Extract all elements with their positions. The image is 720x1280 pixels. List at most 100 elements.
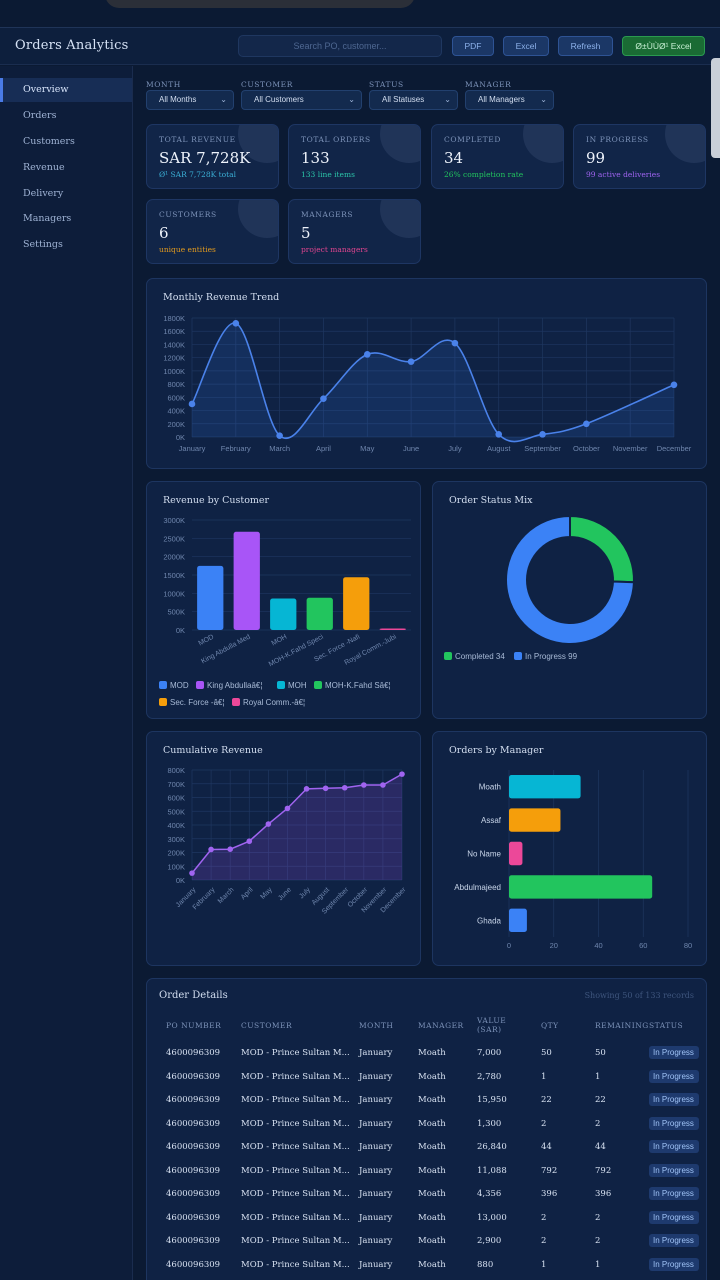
y-tick-label: Abdulmajeed (454, 883, 501, 892)
x-tick-label: July (448, 444, 462, 453)
table-cell: 396 (541, 1189, 558, 1199)
sidebar-item-overview[interactable]: Overview (0, 78, 132, 102)
table-row[interactable]: 4600096309 MOD - Prince Sultan M... Januar… (147, 1160, 707, 1184)
x-tick-label: May (259, 886, 274, 901)
kpi-managers: MANAGERS 5 project managers (288, 199, 421, 264)
table-cell: 4600096309 (166, 1071, 221, 1082)
manager-select-value: All Managers (478, 95, 525, 104)
legend-item: MOD (159, 681, 189, 690)
column-header[interactable]: PO NUMBER (166, 1021, 222, 1030)
table-row[interactable]: 4600096309 MOD - Prince Sultan M... Januar… (147, 1230, 707, 1254)
table-cell: 2 (595, 1118, 601, 1129)
sidebar-item-orders[interactable]: Orders (23, 110, 57, 121)
status-select[interactable]: All Statuses ⌄ (369, 90, 458, 110)
x-tick-label: MOD (197, 634, 215, 648)
kpi-label: IN PROGRESS (586, 135, 649, 144)
y-tick-label: 600K (167, 794, 185, 803)
legend-item: MOH-K.Fahd Sâ€¦ (314, 681, 391, 690)
y-tick-label: 0K (176, 876, 185, 885)
monthly-revenue-chart: 0K 200K 400K 600K 800K 1000K 1200K 1400K 1600K 18… (163, 314, 691, 453)
table-cell: 1 (541, 1259, 547, 1270)
x-tick-label: 20 (550, 941, 558, 950)
x-tick-label: 80 (684, 941, 692, 950)
order-details-card: Order Details Showing 50 of 133 records … (146, 978, 707, 1280)
table-cell: January (359, 1212, 393, 1223)
x-tick-label: July (298, 886, 312, 900)
column-header[interactable]: QTY (541, 1021, 559, 1030)
bar (197, 565, 224, 630)
y-tick-label: 800K (167, 380, 185, 389)
table-cell: Moath (418, 1118, 446, 1129)
column-header[interactable]: CUSTOMER (241, 1021, 293, 1030)
bar (509, 908, 527, 932)
month-select[interactable]: All Months ⌄ (146, 90, 234, 110)
table-cell: 4600096309 (166, 1189, 221, 1199)
pdf-button[interactable]: PDF (452, 36, 494, 56)
status-badge: In Progress (649, 1257, 699, 1271)
order-status-chart (505, 514, 635, 645)
y-tick-label: 1000K (163, 367, 185, 376)
column-header[interactable]: STATUS (649, 1021, 684, 1030)
excel-button[interactable]: Excel (503, 36, 549, 56)
sidebar-item-settings[interactable]: Settings (23, 239, 63, 250)
table-row[interactable]: 4600096309 MOD - Prince Sultan M... Januar… (147, 1136, 707, 1160)
order-status-card: Order Status Mix Completed 34 In Progres… (432, 481, 707, 719)
customer-select[interactable]: All Customers ⌄ (241, 90, 362, 110)
table-cell: Moath (418, 1165, 446, 1176)
y-tick-label: 1500K (163, 571, 185, 580)
table-cell: 2 (595, 1212, 601, 1223)
x-tick-label: 40 (594, 941, 602, 950)
status-badge: In Progress (649, 1210, 699, 1224)
kpi-total-revenue: TOTAL REVENUE SAR 7,728K Ø¹ SAR 7,728K t… (146, 124, 279, 189)
series-line (191, 773, 403, 874)
manager-select[interactable]: All Managers ⌄ (465, 90, 554, 110)
table-cell: 22 (595, 1095, 606, 1105)
column-header[interactable]: REMAINING (595, 1021, 649, 1030)
monthly-revenue-card: Monthly Revenue Trend 0K 200K 400K 600K 800K… (146, 278, 707, 469)
data-point (265, 821, 272, 827)
table-cell: MOD - Prince Sultan M... (241, 1212, 350, 1223)
column-header[interactable]: MONTH (359, 1021, 394, 1030)
y-tick-label: 0K (176, 626, 185, 635)
column-header[interactable]: MANAGER (418, 1021, 464, 1030)
chevron-down-icon: ⌄ (444, 95, 451, 104)
bar (509, 775, 581, 799)
status-badge: In Progress (649, 1093, 699, 1106)
table-row[interactable]: 4600096309 MOD - Prince Sultan M... Januar… (147, 1207, 707, 1231)
y-tick-label: 500K (167, 807, 185, 816)
y-tick-label: 400K (167, 821, 185, 830)
export-excel-button[interactable]: Ø±ÙÙØ¹ Excel (622, 36, 705, 56)
table-cell: Moath (418, 1189, 446, 1199)
table-row[interactable]: 4600096309 MOD - Prince Sultan M... Januar… (147, 1183, 707, 1207)
table-cell: 7,000 (477, 1048, 502, 1058)
table-cell: MOD - Prince Sultan M... (241, 1095, 350, 1105)
column-header[interactable]: VALUE (SAR) (477, 1016, 507, 1034)
table-cell: 4600096309 (166, 1142, 221, 1152)
sidebar-item-managers[interactable]: Managers (23, 213, 72, 224)
table-cell: 792 (595, 1165, 612, 1176)
table-cell: 4600096309 (166, 1236, 221, 1246)
sidebar-item-customers[interactable]: Customers (23, 136, 75, 147)
table-row[interactable]: 4600096309 MOD - Prince Sultan M... Januar… (147, 1089, 707, 1113)
sidebar-item-delivery[interactable]: Delivery (23, 188, 64, 199)
table-cell: 4600096309 (166, 1118, 221, 1129)
y-tick-label: 1800K (163, 314, 185, 323)
y-tick-label: 1200K (163, 354, 185, 363)
y-tick-label: 2500K (163, 534, 185, 543)
y-tick-label: 1400K (163, 340, 185, 349)
sidebar-item-revenue[interactable]: Revenue (23, 162, 65, 173)
table-row[interactable]: 4600096309 MOD - Prince Sultan M... Januar… (147, 1113, 707, 1137)
bar (509, 875, 653, 899)
data-point (495, 431, 503, 438)
x-tick-label: MOH (270, 634, 288, 648)
table-row[interactable]: 4600096309 MOD - Prince Sultan M... Januar… (147, 1066, 707, 1090)
x-tick-label: March (217, 886, 236, 905)
scrollbar[interactable] (711, 58, 720, 158)
y-tick-label: 100K (167, 862, 185, 871)
table-row[interactable]: 4600096309 MOD - Prince Sultan M... Januar… (147, 1254, 707, 1278)
table-cell: 880 (477, 1259, 494, 1270)
kpi-label: TOTAL ORDERS (301, 135, 371, 144)
search-input[interactable]: Search PO, customer... (238, 35, 442, 57)
refresh-button[interactable]: Refresh (558, 36, 613, 56)
table-row[interactable]: 4600096309 MOD - Prince Sultan M... Januar… (147, 1042, 707, 1066)
